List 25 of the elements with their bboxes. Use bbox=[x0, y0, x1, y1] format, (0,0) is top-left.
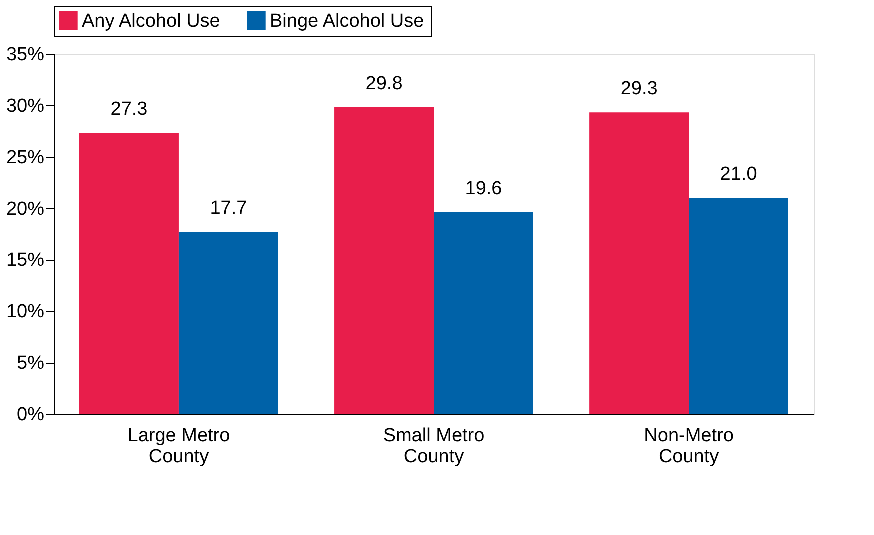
y-tick-label: 30% bbox=[6, 96, 45, 117]
bar bbox=[689, 198, 788, 414]
y-tick-label: 35% bbox=[6, 44, 45, 66]
data-label: 29.8 bbox=[366, 73, 403, 94]
bar bbox=[590, 112, 690, 414]
y-tick-label: 15% bbox=[6, 250, 45, 272]
y-tick-label: 0% bbox=[17, 404, 45, 426]
legend-label: Binge Alcohol Use bbox=[270, 10, 424, 32]
data-label: 19.6 bbox=[465, 178, 502, 200]
y-tick-label: 25% bbox=[6, 147, 45, 168]
x-tick-label: Small Metro County bbox=[383, 426, 485, 468]
y-tick-label: 10% bbox=[6, 302, 45, 323]
data-label: 29.3 bbox=[620, 78, 658, 100]
bar bbox=[80, 133, 179, 414]
bar bbox=[334, 107, 434, 414]
data-label: 21.0 bbox=[720, 164, 758, 185]
bar bbox=[178, 232, 278, 414]
y-tick-label: 20% bbox=[6, 198, 45, 220]
data-label: 17.7 bbox=[210, 198, 248, 219]
bar bbox=[434, 212, 534, 414]
legend-label: Any Alcohol Use bbox=[82, 10, 220, 32]
data-label: 27.3 bbox=[110, 99, 148, 120]
y-tick-label: 5% bbox=[17, 353, 45, 374]
x-tick-label: Non-Metro County bbox=[644, 426, 734, 468]
x-tick-label: Large Metro County bbox=[128, 426, 230, 468]
